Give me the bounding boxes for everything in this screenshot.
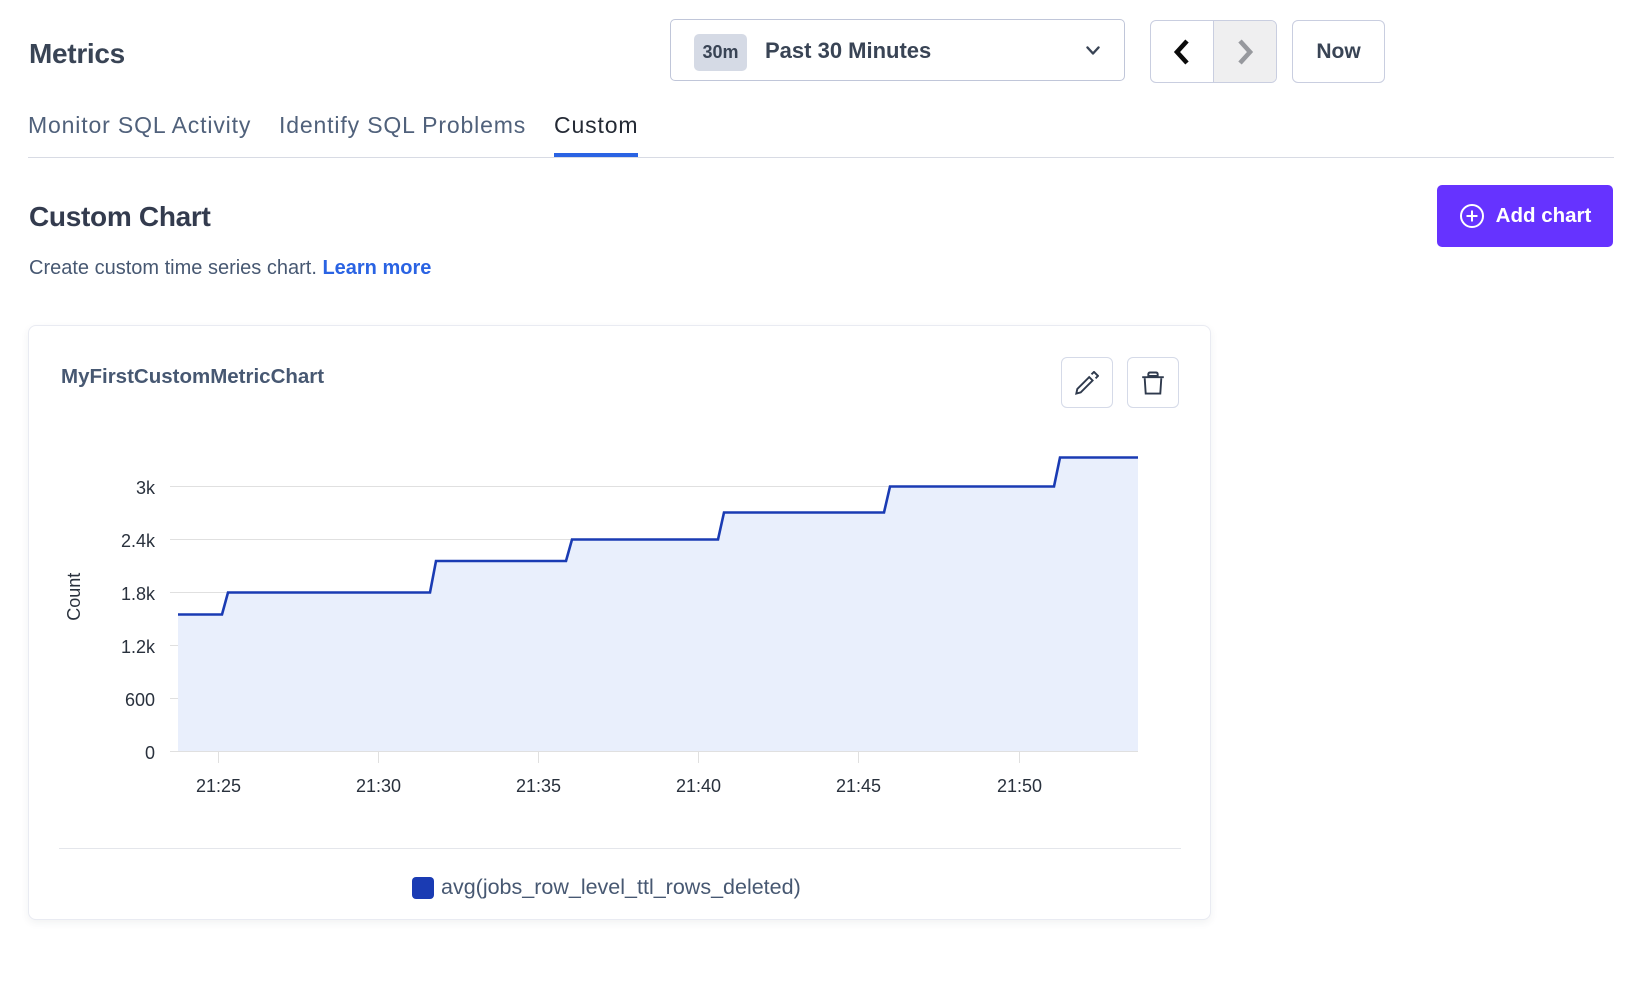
svg-text:21:50: 21:50	[997, 776, 1042, 796]
svg-text:21:30: 21:30	[356, 776, 401, 796]
svg-text:0: 0	[145, 743, 155, 763]
svg-text:1.2k: 1.2k	[121, 637, 156, 657]
svg-text:600: 600	[125, 690, 155, 710]
svg-text:21:40: 21:40	[676, 776, 721, 796]
svg-text:21:45: 21:45	[836, 776, 881, 796]
svg-text:2.4k: 2.4k	[121, 531, 156, 551]
svg-text:3k: 3k	[136, 478, 156, 498]
svg-text:21:25: 21:25	[196, 776, 241, 796]
svg-text:1.8k: 1.8k	[121, 584, 156, 604]
svg-text:21:35: 21:35	[516, 776, 561, 796]
svg-text:Count: Count	[64, 573, 84, 621]
